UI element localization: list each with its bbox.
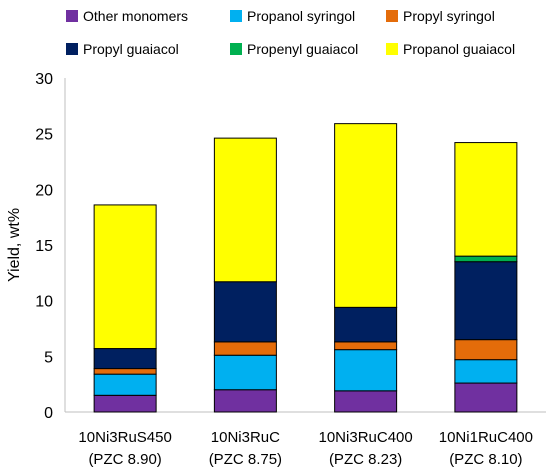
category-label-0-0: 10Ni3RuS450 xyxy=(78,429,171,446)
category-label-2-0: 10Ni3RuC400 xyxy=(319,429,413,446)
bar-segment-3-0 xyxy=(454,382,518,413)
bar-segment-3-1 xyxy=(454,359,518,384)
category-label-3-0: 10Ni1RuC400 xyxy=(439,429,533,446)
legend-label-5: Propanol guaiacol xyxy=(403,41,515,57)
legend-swatch-0 xyxy=(66,10,78,22)
bar-segment-0-3 xyxy=(93,348,157,370)
legend-swatch-3 xyxy=(66,43,78,55)
bar-segment-0-2 xyxy=(93,368,157,375)
category-labels: 10Ni3RuS450 (PZC 8.90) 10Ni3RuC (PZC 8.75) 1… xyxy=(78,429,533,468)
bar-segment-0-5 xyxy=(93,204,157,350)
legend-label-3: Propyl guaiacol xyxy=(83,41,179,57)
bar-segment-0-0 xyxy=(93,394,157,413)
bar-segment-1-5 xyxy=(213,137,277,283)
bars xyxy=(93,123,518,413)
bar-segment-3-3 xyxy=(454,261,518,341)
category-label-1-0: 10Ni3RuC xyxy=(211,429,280,446)
category-label-1-1: (PZC 8.75) xyxy=(209,451,282,468)
legend-swatch-4 xyxy=(230,43,242,55)
category-label-2-1: (PZC 8.23) xyxy=(329,451,402,468)
y-tick-label-0: 0 xyxy=(44,405,53,422)
bar-segment-1-1 xyxy=(213,354,277,391)
bar-segment-2-1 xyxy=(334,349,398,392)
legend-label-2: Propyl syringol xyxy=(403,8,495,24)
y-tick-label-6: 30 xyxy=(35,71,53,88)
bar-segment-2-2 xyxy=(334,341,398,351)
legend-swatch-1 xyxy=(230,10,242,22)
bar-segment-1-2 xyxy=(213,341,277,356)
category-label-3-1: (PZC 8.10) xyxy=(449,451,522,468)
legend-label-1: Propanol syringol xyxy=(247,8,355,24)
y-tick-label-1: 5 xyxy=(44,349,53,366)
category-label-0-1: (PZC 8.90) xyxy=(88,451,161,468)
legend: Other monomers Propanol syringol Propyl sy… xyxy=(66,8,515,57)
bar-segment-1-3 xyxy=(213,281,277,343)
bar-segment-2-3 xyxy=(334,306,398,343)
bar-segment-0-1 xyxy=(93,373,157,396)
bar-segment-3-4 xyxy=(454,255,518,263)
y-tick-label-2: 10 xyxy=(35,294,53,311)
y-axis-label: Yield, wt% xyxy=(6,208,23,282)
bar-segment-2-5 xyxy=(334,123,398,308)
y-tick-label-4: 20 xyxy=(35,182,53,199)
y-tick-label-5: 25 xyxy=(35,127,53,144)
bar-segment-3-2 xyxy=(454,339,518,361)
bar-segment-3-5 xyxy=(454,142,518,257)
legend-swatch-2 xyxy=(386,10,398,22)
legend-label-4: Propenyl guaiacol xyxy=(247,41,358,57)
bar-segment-2-0 xyxy=(334,390,398,413)
y-tick-label-3: 15 xyxy=(35,238,53,255)
legend-label-0: Other monomers xyxy=(83,8,188,24)
legend-swatch-5 xyxy=(386,43,398,55)
bar-segment-1-0 xyxy=(213,389,277,413)
